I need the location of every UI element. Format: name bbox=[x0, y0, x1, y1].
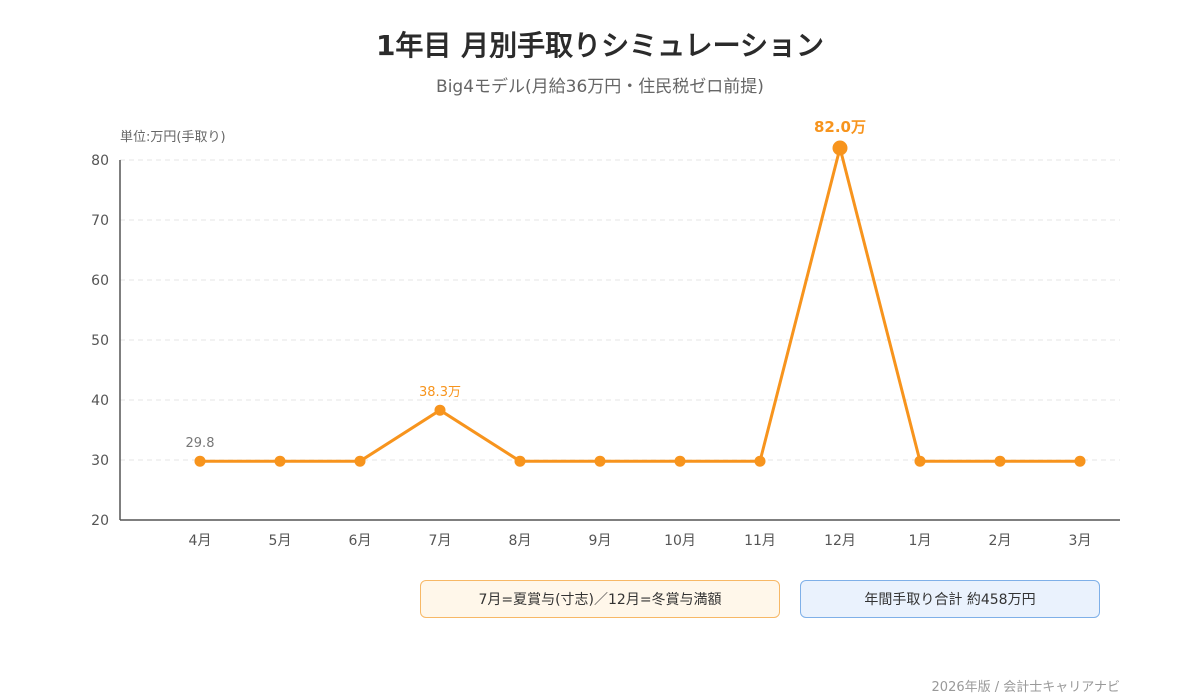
x-tick-label: 4月 bbox=[189, 533, 212, 549]
x-tick-label: 6月 bbox=[349, 533, 372, 549]
grid-lines bbox=[120, 159, 1120, 461]
series-line bbox=[198, 146, 1082, 463]
data-labels: 29.8 38.3万 82.0万 bbox=[186, 118, 866, 451]
bonus-note-text: 7月=夏賞与(寸志)／12月=冬賞与満額 bbox=[478, 592, 722, 608]
x-tick-label: 5月 bbox=[269, 533, 292, 549]
y-tick-label: 30 bbox=[91, 453, 109, 469]
x-tick-label: 9月 bbox=[589, 533, 612, 549]
y-tick-label: 40 bbox=[91, 393, 109, 409]
data-point bbox=[994, 455, 1006, 467]
x-tick-label: 2月 bbox=[989, 533, 1012, 549]
chart-title: 1年目 月別手取りシミュレーション bbox=[375, 29, 825, 62]
data-point bbox=[754, 455, 766, 467]
series-line-path bbox=[198, 146, 1082, 463]
data-point bbox=[514, 455, 526, 467]
y-tick-label: 80 bbox=[91, 153, 109, 169]
x-tick-label: 3月 bbox=[1069, 533, 1092, 549]
data-point bbox=[832, 140, 848, 156]
data-point bbox=[354, 455, 366, 467]
data-label: 38.3万 bbox=[419, 385, 461, 400]
axes bbox=[119, 160, 1120, 521]
chart-subtitle: Big4モデル(月給36万円・住民税ゼロ前提) bbox=[436, 77, 764, 97]
data-point bbox=[594, 455, 606, 467]
y-tick-label: 70 bbox=[91, 213, 109, 229]
annual-total-box: 年間手取り合計 約458万円 bbox=[800, 580, 1100, 618]
x-tick-label: 10月 bbox=[664, 533, 696, 549]
y-tick-label: 20 bbox=[91, 513, 109, 529]
data-label: 29.8 bbox=[186, 436, 215, 451]
y-axis-unit-label: 単位:万円(手取り) bbox=[120, 130, 226, 145]
x-tick-label: 1月 bbox=[909, 533, 932, 549]
y-tick-label: 60 bbox=[91, 273, 109, 289]
x-tick-label: 11月 bbox=[744, 533, 776, 549]
y-tick-label: 50 bbox=[91, 333, 109, 349]
data-point bbox=[1074, 455, 1086, 467]
data-point bbox=[194, 455, 206, 467]
footer-credit: 2026年版 / 会計士キャリアナビ bbox=[931, 680, 1120, 695]
annual-total-text: 年間手取り合計 約458万円 bbox=[864, 592, 1036, 608]
x-tick-label: 12月 bbox=[824, 533, 856, 549]
data-point bbox=[914, 455, 926, 467]
data-label: 82.0万 bbox=[814, 118, 866, 136]
tick-labels: 20 30 40 50 60 70 80 4月 5月 6月 7月 8月 9月 10月 11月 12月 1月 2月 3… bbox=[91, 153, 1091, 549]
data-point bbox=[434, 404, 446, 416]
x-tick-label: 7月 bbox=[429, 533, 452, 549]
x-tick-label: 8月 bbox=[509, 533, 532, 549]
data-point bbox=[674, 455, 686, 467]
bonus-note-box: 7月=夏賞与(寸志)／12月=冬賞与満額 bbox=[420, 580, 780, 618]
data-point bbox=[274, 455, 286, 467]
data-points bbox=[194, 140, 1086, 467]
